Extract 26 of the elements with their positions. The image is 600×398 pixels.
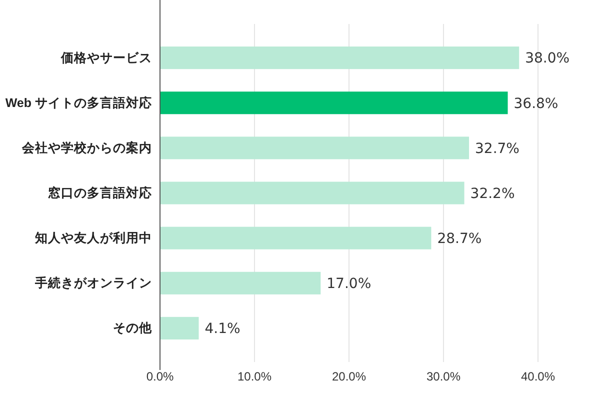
x-tick-label: 40.0% xyxy=(520,370,556,384)
y-tick-label: 窓口の多言語対応 xyxy=(48,185,152,200)
bar xyxy=(160,226,432,250)
y-tick-label: その他 xyxy=(113,321,153,336)
data-label: 36.8% xyxy=(514,96,558,112)
y-tick-label: 価格やサービス xyxy=(60,50,152,65)
bar xyxy=(160,316,199,340)
data-label: 4.1% xyxy=(204,321,240,338)
x-tick-label: 0.0% xyxy=(146,370,174,384)
data-label: 38.0% xyxy=(525,50,570,67)
x-tick-label: 30.0% xyxy=(426,370,461,384)
data-label: 32.2% xyxy=(470,186,515,202)
y-tick-label: 手続きがオンライン xyxy=(34,275,152,290)
x-tick-label: 20.0% xyxy=(332,370,366,384)
data-label: 17.0% xyxy=(326,276,372,292)
bar xyxy=(160,46,520,70)
bar xyxy=(160,136,470,160)
y-tick-label: 会社や学校からの案内 xyxy=(21,140,152,155)
data-label: 32.7% xyxy=(475,140,520,157)
bar xyxy=(160,272,321,294)
x-tick-label: 10.0% xyxy=(237,370,272,384)
bar xyxy=(160,182,464,204)
data-label: 28.7% xyxy=(437,230,482,247)
bar xyxy=(160,92,508,114)
y-tick-label: 知人や友人が利用中 xyxy=(34,230,152,246)
y-tick-label: Web サイトの多言語対応 xyxy=(5,94,152,110)
